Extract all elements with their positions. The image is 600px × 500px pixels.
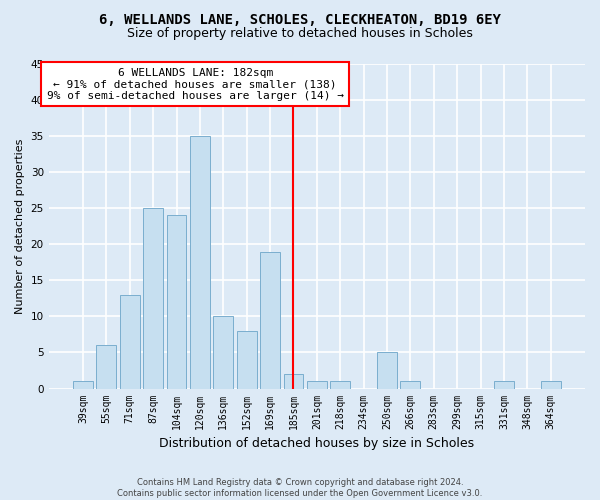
Text: Size of property relative to detached houses in Scholes: Size of property relative to detached ho… [127, 28, 473, 40]
Text: 6, WELLANDS LANE, SCHOLES, CLECKHEATON, BD19 6EY: 6, WELLANDS LANE, SCHOLES, CLECKHEATON, … [99, 12, 501, 26]
Bar [143, 208, 163, 388]
Bar [73, 382, 93, 388]
Bar [190, 136, 210, 388]
Bar [330, 382, 350, 388]
Bar [167, 216, 187, 388]
Bar [120, 295, 140, 388]
Bar [494, 382, 514, 388]
Bar [541, 382, 560, 388]
Y-axis label: Number of detached properties: Number of detached properties [15, 138, 25, 314]
Bar [97, 346, 116, 389]
Bar [237, 331, 257, 388]
Text: 6 WELLANDS LANE: 182sqm
← 91% of detached houses are smaller (138)
9% of semi-de: 6 WELLANDS LANE: 182sqm ← 91% of detache… [47, 68, 344, 101]
Bar [307, 382, 327, 388]
Bar [260, 252, 280, 388]
Bar [214, 316, 233, 388]
X-axis label: Distribution of detached houses by size in Scholes: Distribution of detached houses by size … [159, 437, 475, 450]
Bar [377, 352, 397, 388]
Text: Contains HM Land Registry data © Crown copyright and database right 2024.
Contai: Contains HM Land Registry data © Crown c… [118, 478, 482, 498]
Bar [284, 374, 304, 388]
Bar [400, 382, 421, 388]
